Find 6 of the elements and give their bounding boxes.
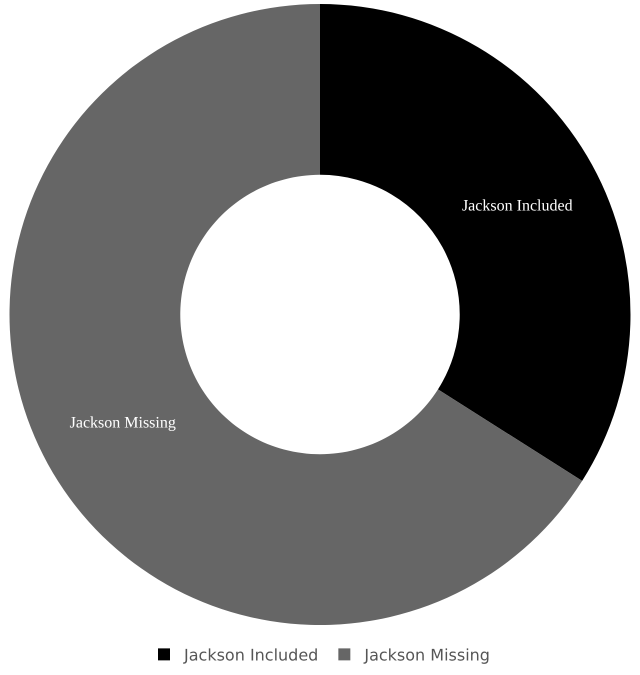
donut-slice xyxy=(320,4,630,481)
legend-label: Jackson Included xyxy=(183,646,318,665)
donut-slice xyxy=(10,4,582,625)
legend-label: Jackson Missing xyxy=(363,646,490,665)
slice-label: Jackson Missing xyxy=(70,414,176,432)
slice-label: Jackson Included xyxy=(462,198,573,215)
